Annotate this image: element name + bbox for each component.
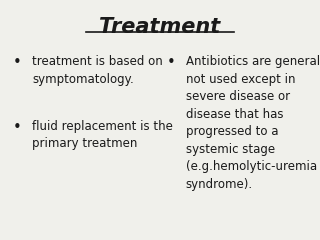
Text: Antibiotics are generally
not used except in
severe disease or
disease that has
: Antibiotics are generally not used excep…: [186, 55, 320, 191]
Text: treatment is based on
symptomatology.: treatment is based on symptomatology.: [32, 55, 163, 86]
Text: •: •: [166, 55, 175, 70]
Text: Treatment: Treatment: [100, 17, 220, 37]
Text: •: •: [13, 55, 21, 70]
Text: •: •: [13, 120, 21, 135]
Text: fluid replacement is the
primary treatmen: fluid replacement is the primary treatme…: [32, 120, 173, 150]
